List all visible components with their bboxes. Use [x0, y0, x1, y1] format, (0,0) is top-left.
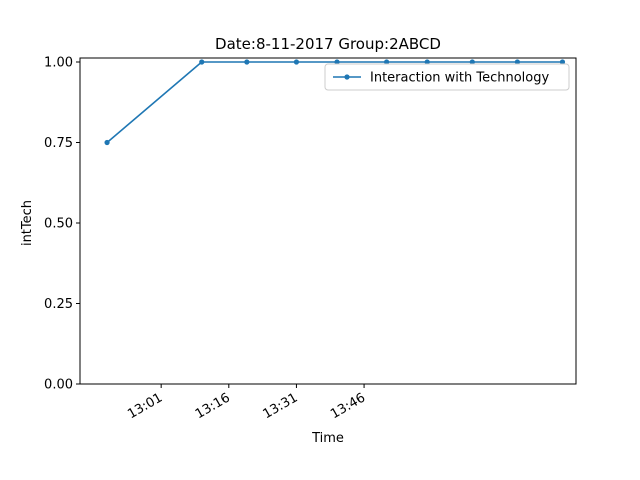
y-axis-label: intTech: [20, 200, 35, 246]
x-axis-label: Time: [311, 431, 344, 446]
data-point: [104, 139, 110, 146]
plot-frame: [79, 57, 577, 385]
data-point: [244, 59, 250, 65]
legend-marker: [344, 74, 350, 80]
data-point: [384, 59, 390, 65]
data-point: [293, 59, 300, 65]
y-tick-label: 0.75: [44, 136, 73, 151]
data-point: [199, 59, 205, 65]
legend: Interaction with Technology: [324, 63, 570, 91]
legend-box: [324, 63, 570, 91]
data-point: [424, 59, 430, 65]
data-point: [469, 59, 475, 65]
data-point: [559, 59, 566, 65]
legend-label: Interaction with Technology: [370, 71, 550, 86]
y-tick-label: 0.25: [44, 297, 73, 312]
y-tick-label: 0.50: [44, 217, 73, 232]
y-tick-label: 1.00: [44, 56, 73, 71]
series-line: [106, 61, 563, 144]
y-tick-label: 0.00: [44, 378, 73, 393]
data-point: [334, 59, 340, 65]
data-point: [514, 59, 520, 65]
chart-title: Date:8-11-2017 Group:2ABCD: [215, 35, 441, 53]
